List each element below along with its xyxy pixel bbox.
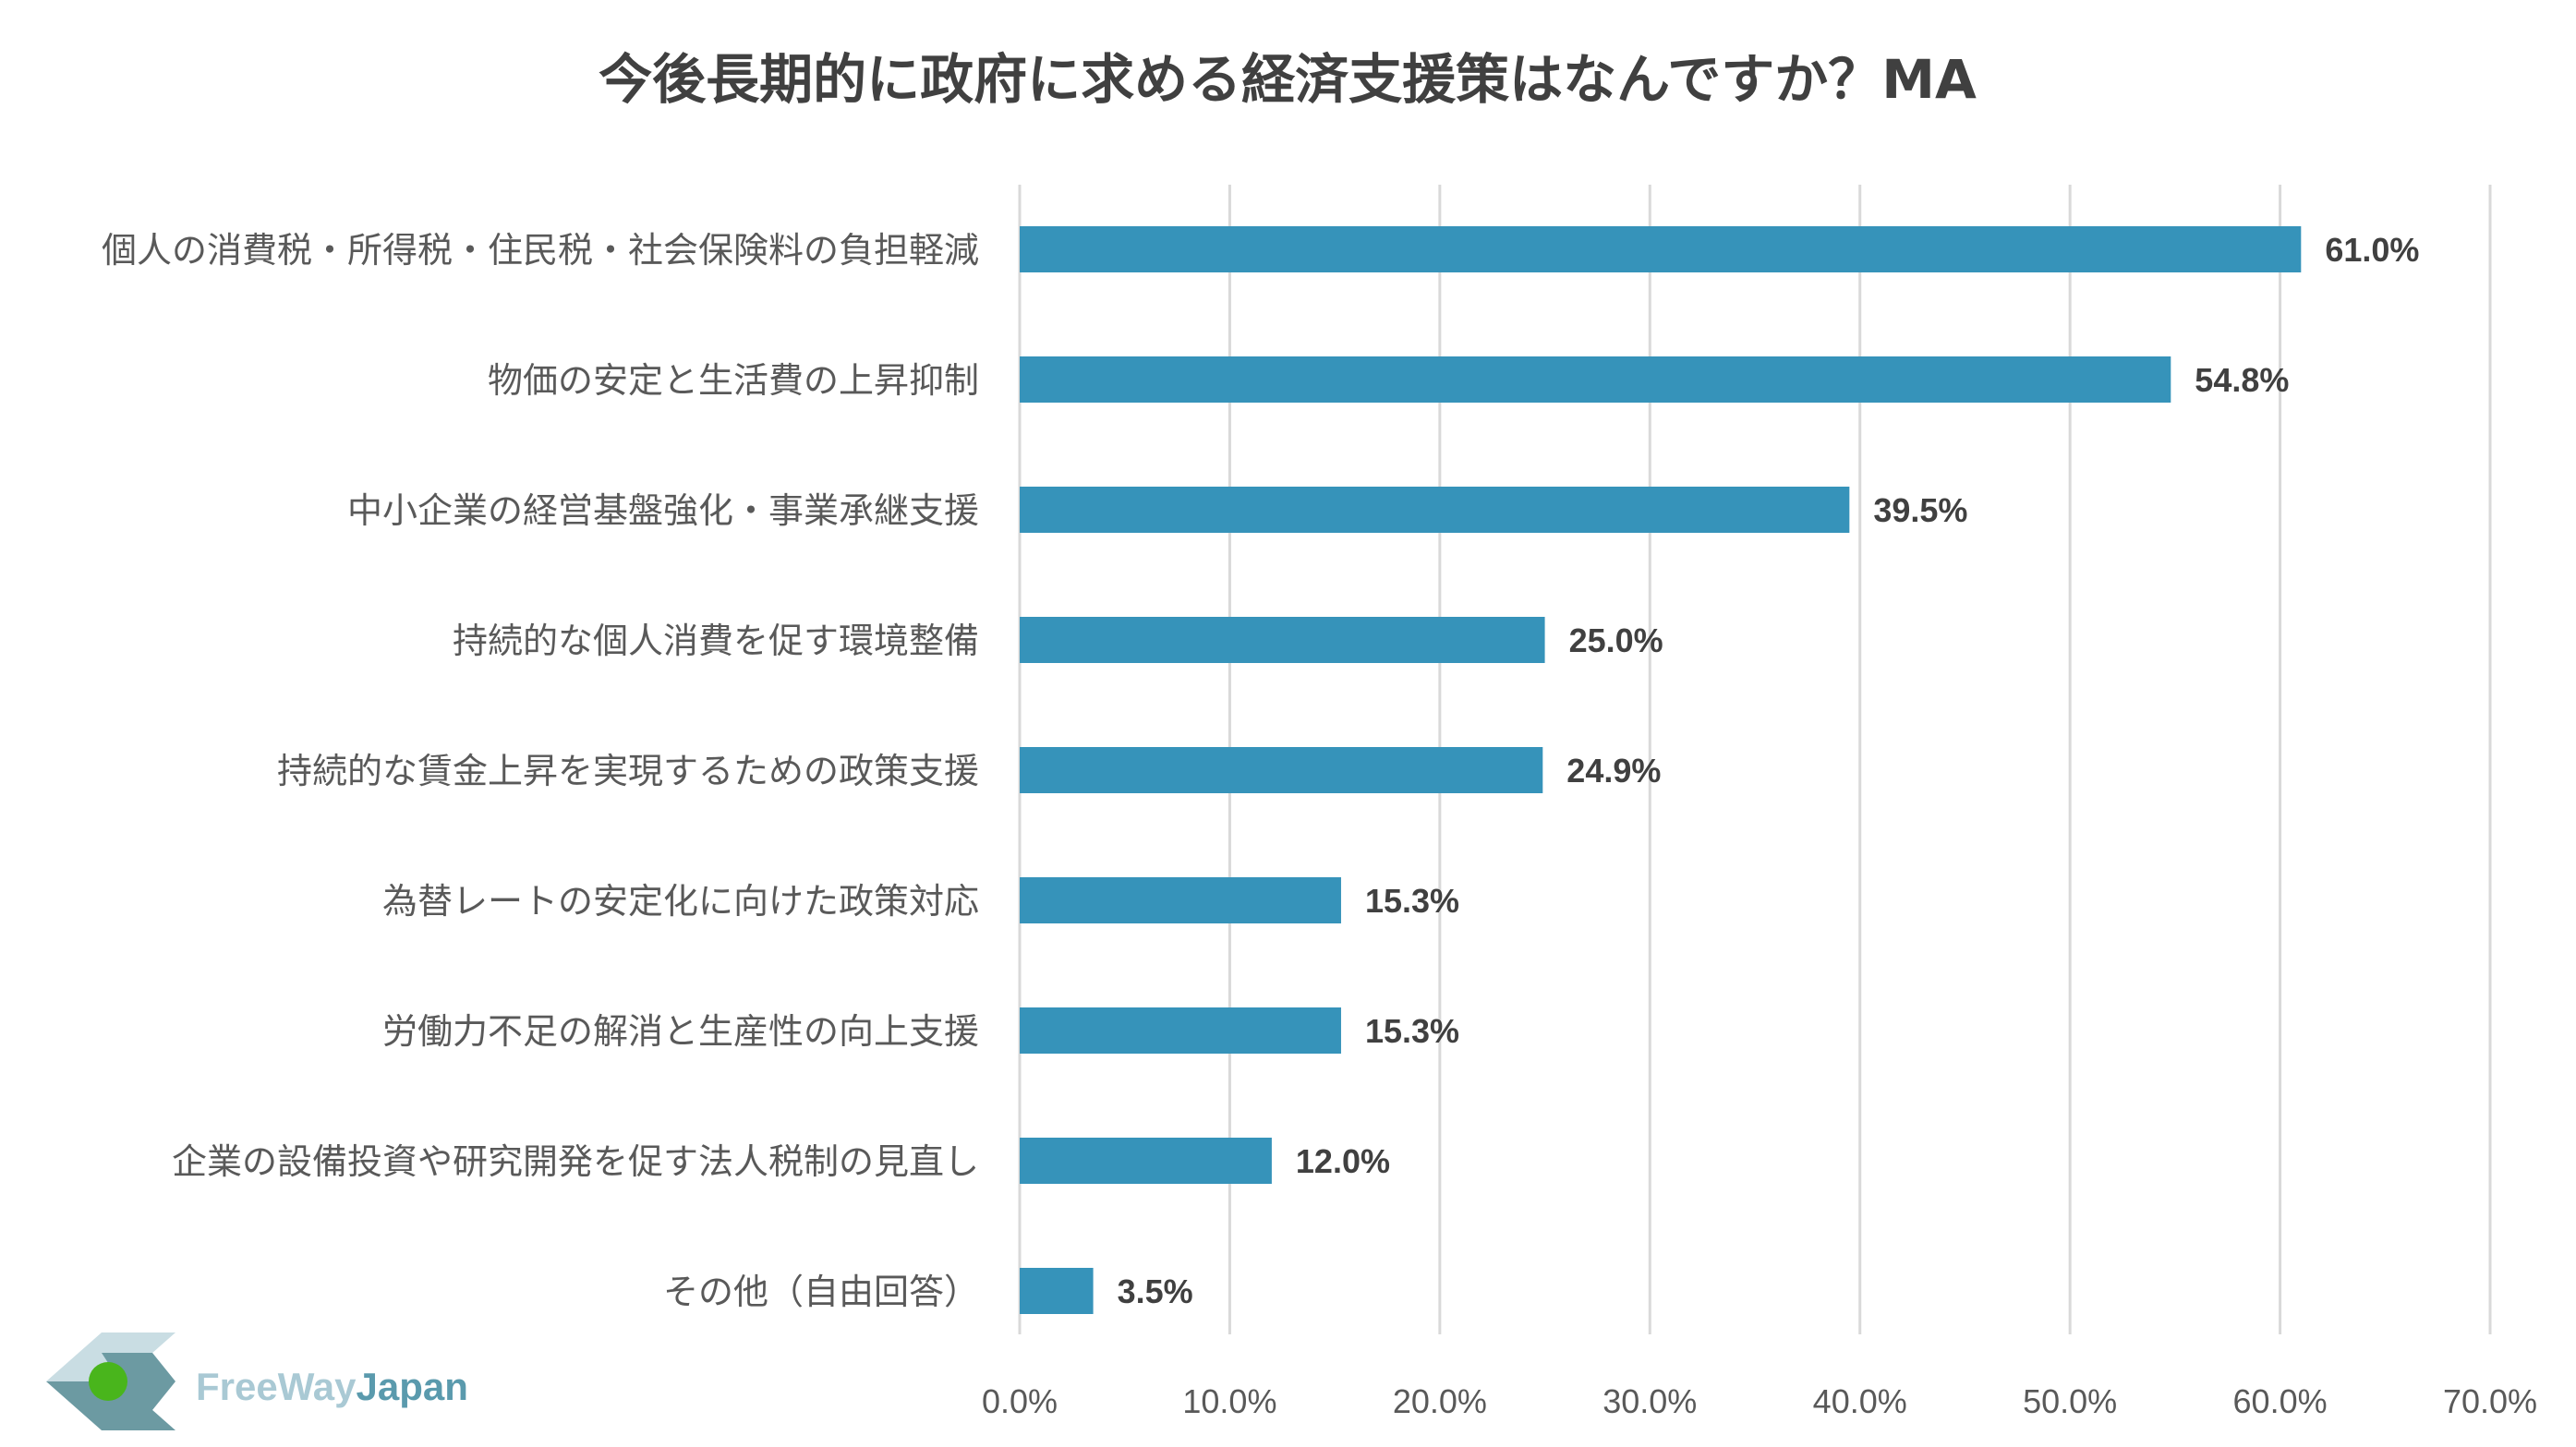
bar <box>1020 747 1543 793</box>
x-tick-label: 60.0% <box>2233 1382 2328 1420</box>
category-label: 持続的な賃金上昇を実現するための政策支援 <box>277 751 979 791</box>
bar <box>1020 617 1545 663</box>
x-tick-label: 40.0% <box>1813 1382 1907 1420</box>
category-label: 為替レートの安定化に向けた政策対応 <box>382 881 979 922</box>
value-label: 39.5% <box>1873 491 1967 529</box>
value-label: 24.9% <box>1566 752 1661 790</box>
value-label: 54.8% <box>2195 361 2289 399</box>
category-label: 中小企業の経営基盤強化・事業承継支援 <box>347 490 979 531</box>
category-labels: 個人の消費税・所得税・住民税・社会保険料の負担軽減物価の安定と生活費の上昇抑制中… <box>102 230 979 1312</box>
value-label: 61.0% <box>2325 231 2419 269</box>
bar <box>1020 1007 1341 1054</box>
value-label: 15.3% <box>1365 1012 1459 1050</box>
freewayjapan-logo-icon <box>46 1332 175 1430</box>
x-tick-label: 20.0% <box>1393 1382 1487 1420</box>
category-label: 物価の安定と生活費の上昇抑制 <box>488 360 979 401</box>
x-tick-label: 0.0% <box>982 1382 1058 1420</box>
category-label: 労働力不足の解消と生産性の向上支援 <box>382 1011 979 1052</box>
bar <box>1020 356 2171 403</box>
x-tick-label: 10.0% <box>1182 1382 1276 1420</box>
x-tick-label: 30.0% <box>1602 1382 1697 1420</box>
logo-text-free: FreeWay <box>196 1365 357 1408</box>
category-label: 個人の消費税・所得税・住民税・社会保険料の負担軽減 <box>102 230 979 271</box>
bar <box>1020 877 1341 923</box>
logo-text-japan: Japan <box>357 1365 468 1408</box>
value-label: 3.5% <box>1118 1272 1193 1310</box>
logo-wordmark: FreeWayJapan <box>196 1365 468 1408</box>
bar <box>1020 1268 1094 1314</box>
x-tick-label: 50.0% <box>2023 1382 2117 1420</box>
bar <box>1020 1138 1272 1184</box>
value-label: 15.3% <box>1365 882 1459 920</box>
bars <box>1020 226 2302 1314</box>
freewayjapan-logo: FreeWayJapan <box>46 1332 468 1430</box>
x-tick-label: 70.0% <box>2443 1382 2537 1420</box>
bar <box>1020 226 2302 272</box>
chart-title: 今後長期的に政府に求める経済支援策はなんですか？MA <box>599 48 1977 111</box>
x-axis-tick-labels: 0.0% 10.0% 20.0% 30.0% 40.0% 50.0% 60.0% 70.0% <box>982 1382 2537 1420</box>
value-labels: 61.0% 54.8% 39.5% 25.0% 24.9% 15.3% 15.3% 12.0%… <box>1118 231 2420 1310</box>
category-label: その他（自由回答） <box>663 1272 979 1312</box>
bar <box>1020 487 1850 533</box>
category-label: 企業の設備投資や研究開発を促す法人税制の見直し <box>172 1141 979 1182</box>
value-label: 25.0% <box>1569 621 1663 659</box>
category-label: 持続的な個人消費を促す環境整備 <box>453 621 979 661</box>
value-label: 12.0% <box>1296 1142 1390 1180</box>
